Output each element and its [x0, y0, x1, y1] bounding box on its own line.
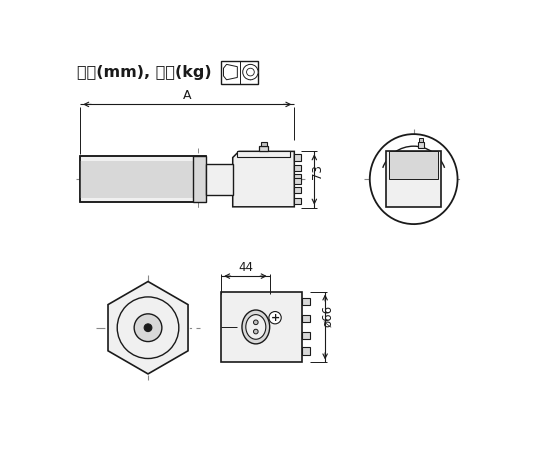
Bar — [259, 146, 268, 151]
Bar — [80, 156, 206, 202]
Circle shape — [253, 320, 258, 325]
Circle shape — [269, 312, 281, 324]
Bar — [419, 138, 423, 142]
Circle shape — [134, 314, 162, 342]
Text: 73: 73 — [311, 164, 324, 179]
Text: 尺寸(mm), 重量(kg): 尺寸(mm), 重量(kg) — [77, 65, 212, 80]
Bar — [389, 151, 438, 179]
Bar — [386, 151, 441, 207]
Bar — [206, 164, 233, 194]
Bar — [302, 298, 310, 305]
Bar — [294, 198, 301, 204]
Bar — [80, 161, 206, 198]
Polygon shape — [233, 151, 294, 207]
Circle shape — [117, 297, 179, 358]
Bar — [261, 142, 267, 146]
Circle shape — [243, 64, 258, 80]
Bar — [294, 154, 301, 161]
Bar — [386, 161, 441, 198]
Ellipse shape — [370, 134, 457, 224]
Bar — [302, 332, 310, 339]
Circle shape — [144, 324, 152, 332]
Bar — [193, 156, 206, 202]
Bar — [221, 292, 302, 362]
Text: +: + — [271, 313, 280, 323]
Bar — [302, 315, 310, 323]
Ellipse shape — [246, 315, 266, 339]
Bar — [294, 178, 301, 184]
Bar — [294, 187, 301, 193]
Ellipse shape — [242, 310, 270, 344]
Bar — [302, 347, 310, 355]
Polygon shape — [108, 281, 188, 374]
Bar — [221, 61, 258, 84]
Bar — [237, 150, 290, 157]
Bar — [294, 174, 301, 181]
Text: A: A — [183, 89, 192, 102]
Circle shape — [253, 329, 258, 334]
Text: 44: 44 — [238, 261, 253, 274]
Circle shape — [247, 68, 255, 76]
Polygon shape — [223, 64, 237, 80]
Bar — [80, 156, 206, 202]
Text: ø66: ø66 — [322, 305, 335, 327]
Bar — [418, 142, 424, 148]
Bar — [294, 165, 301, 171]
